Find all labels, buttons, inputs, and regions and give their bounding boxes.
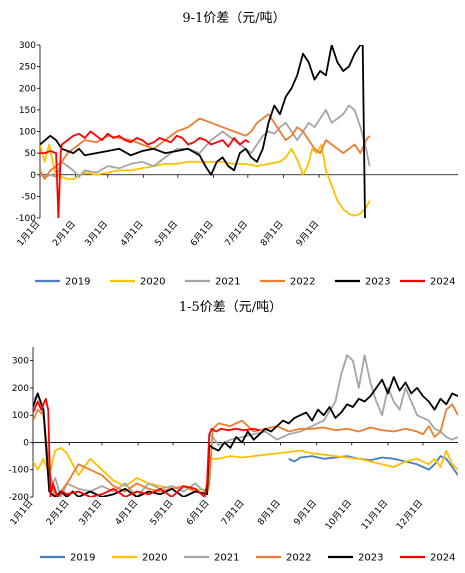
series-line-2021 (33, 354, 458, 497)
x-tick-label: 5月1日 (153, 219, 180, 249)
x-tick-label: 12月1日 (394, 498, 425, 532)
x-tick-label: 10月1日 (323, 498, 354, 532)
y-tick-label: 200 (19, 84, 36, 94)
series-line-2022 (40, 113, 371, 180)
y-tick-label: 0 (23, 438, 29, 448)
y-tick-label: 300 (12, 357, 29, 367)
legend-label-2021: 2021 (214, 553, 239, 564)
legend-label-2024: 2024 (430, 553, 455, 564)
x-tick-label: 2月1日 (51, 219, 78, 249)
y-tick-label: -200 (9, 493, 30, 503)
series-line-2023 (33, 376, 458, 497)
y-tick-label: 300 (19, 41, 36, 51)
y-tick-label: 0 (30, 171, 36, 181)
x-tick-label: 4月1日 (113, 498, 140, 528)
y-tick-label: -100 (16, 214, 37, 224)
chart-title: 1-5价差（元/吨） (179, 300, 282, 315)
y-tick-label: 50 (25, 149, 37, 159)
x-tick-label: 11月1日 (359, 498, 390, 532)
y-tick-label: 150 (19, 106, 36, 116)
legend-label-2019: 2019 (65, 277, 90, 288)
x-tick-label: 5月1日 (148, 498, 175, 528)
y-tick-label: -50 (21, 192, 36, 202)
y-tick-label: 200 (12, 384, 29, 394)
x-tick-label: 7月1日 (223, 219, 250, 249)
x-tick-label: 3月1日 (77, 498, 104, 528)
x-tick-label: 7月1日 (219, 498, 246, 528)
series-line-2023 (40, 45, 366, 218)
legend-label-2019: 2019 (70, 553, 95, 564)
y-tick-label: 250 (19, 63, 36, 73)
series-line-2019 (288, 455, 458, 476)
chart-title: 9-1价差（元/吨） (182, 11, 285, 26)
x-tick-label: 6月1日 (188, 219, 215, 249)
x-tick-label: 2月1日 (44, 498, 71, 528)
legend-label-2020: 2020 (140, 277, 165, 288)
series-line-2024 (33, 397, 260, 497)
legend-label-2022: 2022 (286, 553, 311, 564)
legend-label-2024: 2024 (430, 277, 455, 288)
x-tick-label: 4月1日 (118, 219, 145, 249)
series-line-2022 (33, 403, 458, 497)
legend-label-2022: 2022 (290, 277, 315, 288)
x-tick-label: 6月1日 (184, 498, 211, 528)
x-tick-label: 3月1日 (83, 219, 110, 249)
y-tick-label: 100 (19, 128, 36, 138)
series-line-2024 (40, 130, 250, 218)
y-tick-label: -100 (9, 466, 30, 476)
series-line-2020 (40, 143, 371, 217)
legend-label-2023: 2023 (365, 277, 390, 288)
legend-label-2021: 2021 (215, 277, 240, 288)
y-tick-label: 100 (12, 411, 29, 421)
legend-label-2020: 2020 (142, 553, 167, 564)
x-tick-label: 9月1日 (294, 219, 321, 249)
x-tick-label: 8月1日 (255, 498, 282, 528)
x-tick-label: 8月1日 (258, 219, 285, 249)
legend-label-2023: 2023 (358, 553, 383, 564)
series-line-2020 (33, 447, 458, 496)
x-tick-label: 9月1日 (292, 498, 319, 528)
